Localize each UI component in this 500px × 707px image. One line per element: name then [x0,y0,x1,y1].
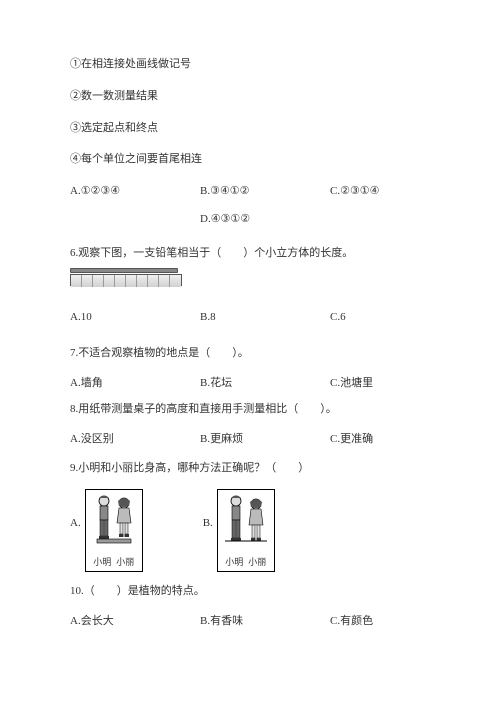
q6-text: 6.观察下图，一支铅笔相当于（ ）个小立方体的长度。 [70,244,430,264]
q6-options: A.10 B.8 C.6 [70,308,430,328]
q5-step-4: ④每个单位之间要首尾相连 [70,150,430,170]
q8-text: 8.用纸带测量桌子的高度和直接用手测量相比（ ）。 [70,400,430,420]
cube [159,275,170,287]
q5-option-d: D.④③①② [70,210,430,230]
q5-step-2: ②数一数测量结果 [70,87,430,107]
q8-option-b: B.更麻烦 [200,430,330,450]
persons-b-icon [223,493,269,545]
q7-options: A.墙角 B.花坛 C.池塘里 [70,374,430,394]
q8-options: A.没区别 B.更麻烦 C.更准确 [70,430,430,450]
cube-row [70,274,182,286]
q9-label-a: A. [70,489,81,534]
q5-options-row1: A.①②③④ B.③④①② C.②③①④ [70,182,430,202]
q6-option-b: B.8 [200,308,330,328]
q10-option-a: A.会长大 [70,612,200,632]
q9-label-b: B. [203,489,213,534]
cube [71,275,82,287]
cube [148,275,159,287]
q5-option-b: B.③④①② [200,182,330,202]
q10-option-b: B.有香味 [200,612,330,632]
q9-b-name2: 小丽 [248,554,266,570]
q6-diagram [70,274,430,295]
cube [104,275,115,287]
q7-option-b: B.花坛 [200,374,330,394]
q5-option-c: C.②③①④ [330,182,430,202]
cube [126,275,137,287]
q8-option-c: C.更准确 [330,430,430,450]
q7-option-a: A.墙角 [70,374,200,394]
q9-a-name2: 小丽 [116,554,134,570]
q9-b-name1: 小明 [225,554,243,570]
q10-option-c: C.有颜色 [330,612,430,632]
q8-option-a: A.没区别 [70,430,200,450]
pencil-icon [70,268,178,273]
q9-text: 9.小明和小丽比身高，哪种方法正确呢？（ ） [70,459,430,479]
cube [170,275,181,287]
q7-option-c: C.池塘里 [330,374,430,394]
cube [137,275,148,287]
persons-a-icon [91,493,137,545]
q10-text: 10.（ ）是植物的特点。 [70,582,430,602]
q9-options: A. [70,489,430,572]
cube [115,275,126,287]
cube [82,275,93,287]
q7-text: 7.不适合观察植物的地点是（ ）。 [70,344,430,364]
q10-options: A.会长大 B.有香味 C.有颜色 [70,612,430,632]
q5-step-1: ①在相连接处画线做记号 [70,55,430,75]
q9-frame-a: 小明 小丽 [85,489,143,572]
q6-option-c: C.6 [330,308,430,328]
q9-frame-b: 小明 小丽 [217,489,275,572]
q6-option-a: A.10 [70,308,200,328]
q9-a-name1: 小明 [93,554,111,570]
cube [93,275,104,287]
q5-step-3: ③选定起点和终点 [70,119,430,139]
q5-option-a: A.①②③④ [70,182,200,202]
